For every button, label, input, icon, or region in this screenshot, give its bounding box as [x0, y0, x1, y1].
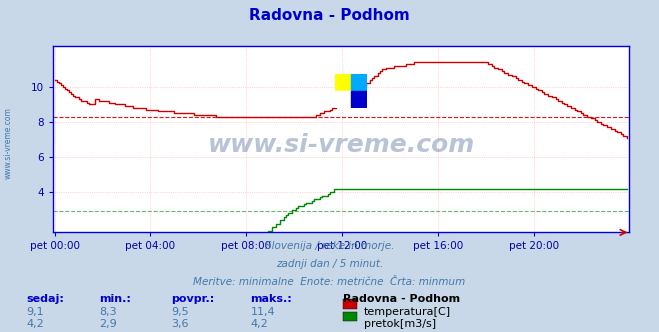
Bar	[335, 91, 351, 108]
Text: Radovna - Podhom: Radovna - Podhom	[249, 8, 410, 23]
Text: maks.:: maks.:	[250, 294, 292, 304]
Text: Slovenija / reke in morje.: Slovenija / reke in morje.	[265, 241, 394, 251]
Text: Radovna - Podhom: Radovna - Podhom	[343, 294, 460, 304]
Text: min.:: min.:	[99, 294, 130, 304]
Text: 4,2: 4,2	[250, 319, 268, 329]
Text: 11,4: 11,4	[250, 307, 275, 317]
Text: www.si-vreme.com: www.si-vreme.com	[208, 133, 474, 157]
Text: www.si-vreme.com: www.si-vreme.com	[3, 107, 13, 179]
Text: Meritve: minimalne  Enote: metrične  Črta: minmum: Meritve: minimalne Enote: metrične Črta:…	[193, 277, 466, 287]
Text: temperatura[C]: temperatura[C]	[364, 307, 451, 317]
Text: 3,6: 3,6	[171, 319, 189, 329]
Text: 8,3: 8,3	[99, 307, 117, 317]
Text: 4,2: 4,2	[26, 319, 44, 329]
Text: zadnji dan / 5 minut.: zadnji dan / 5 minut.	[276, 259, 383, 269]
Bar	[351, 74, 367, 91]
Text: 9,1: 9,1	[26, 307, 44, 317]
Text: povpr.:: povpr.:	[171, 294, 215, 304]
Text: sedaj:: sedaj:	[26, 294, 64, 304]
Bar	[335, 74, 351, 91]
Text: 9,5: 9,5	[171, 307, 189, 317]
Text: pretok[m3/s]: pretok[m3/s]	[364, 319, 436, 329]
Text: 2,9: 2,9	[99, 319, 117, 329]
Bar	[351, 91, 367, 108]
